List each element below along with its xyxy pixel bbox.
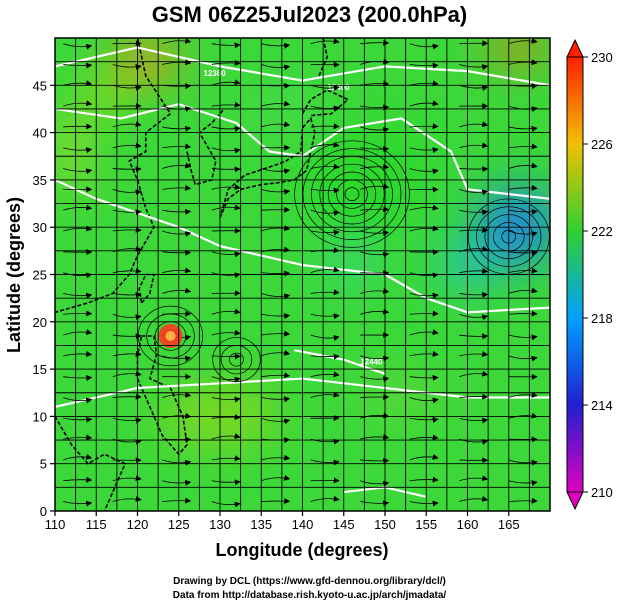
wind-streamlines — [63, 38, 550, 508]
x-axis-ticks: 110 115 120 125 130 135 140 145 150 155 160 165 — [45, 511, 520, 532]
y-tick-label: 0 — [40, 504, 47, 519]
x-tick-label: 155 — [415, 517, 437, 532]
colorbar-tick-label: 230 — [591, 50, 613, 65]
x-tick-label: 150 — [374, 517, 396, 532]
y-axis-label: Latitude (degrees) — [4, 197, 24, 353]
colorbar-tick-label: 222 — [591, 224, 613, 239]
x-tick-label: 115 — [86, 517, 107, 532]
x-tick-label: 160 — [457, 517, 479, 532]
colorbar-tick-label: 210 — [591, 485, 613, 500]
y-tick-label: 45 — [33, 78, 47, 93]
y-axis-ticks: 0 5 10 15 20 25 30 35 40 45 — [33, 78, 55, 519]
x-tick-label: 140 — [292, 517, 314, 532]
x-tick-label: 135 — [250, 517, 272, 532]
colorbar-tick-label: 218 — [591, 311, 613, 326]
x-tick-label: 165 — [498, 517, 520, 532]
y-tick-label: 10 — [33, 409, 47, 424]
x-tick-label: 110 — [45, 517, 66, 532]
y-tick-label: 20 — [33, 315, 47, 330]
x-tick-label: 120 — [127, 517, 149, 532]
y-tick-label: 5 — [40, 457, 47, 472]
colorbar-tick-label: 214 — [591, 398, 613, 413]
y-tick-label: 25 — [33, 268, 47, 283]
contour-label: 12360 — [204, 69, 227, 78]
colorbar: 210 214 218 222 226 230 — [566, 38, 613, 511]
y-tick-label: 30 — [33, 220, 47, 235]
x-tick-label: 130 — [209, 517, 231, 532]
grid-lines — [55, 38, 550, 511]
x-tick-label: 145 — [333, 517, 355, 532]
y-tick-label: 15 — [33, 362, 47, 377]
y-tick-label: 35 — [33, 173, 47, 188]
credit-dcl: Drawing by DCL (https://www.gfd-dennou.o… — [173, 576, 446, 587]
x-axis-label: Longitude (degrees) — [215, 540, 388, 560]
chart-title: GSM 06Z25Jul2023 (200.0hPa) — [151, 2, 468, 27]
colorbar-tick-label: 226 — [591, 137, 613, 152]
x-tick-label: 125 — [168, 517, 190, 532]
y-tick-label: 40 — [33, 126, 47, 141]
credit-data-source: Data from http://database.rish.kyoto-u.a… — [172, 590, 447, 601]
contour-label: 12440 — [360, 357, 383, 366]
